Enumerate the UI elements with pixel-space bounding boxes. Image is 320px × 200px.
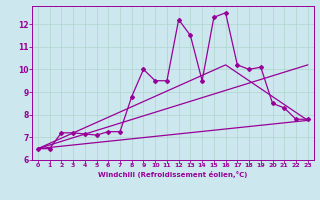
X-axis label: Windchill (Refroidissement éolien,°C): Windchill (Refroidissement éolien,°C) [98, 171, 247, 178]
